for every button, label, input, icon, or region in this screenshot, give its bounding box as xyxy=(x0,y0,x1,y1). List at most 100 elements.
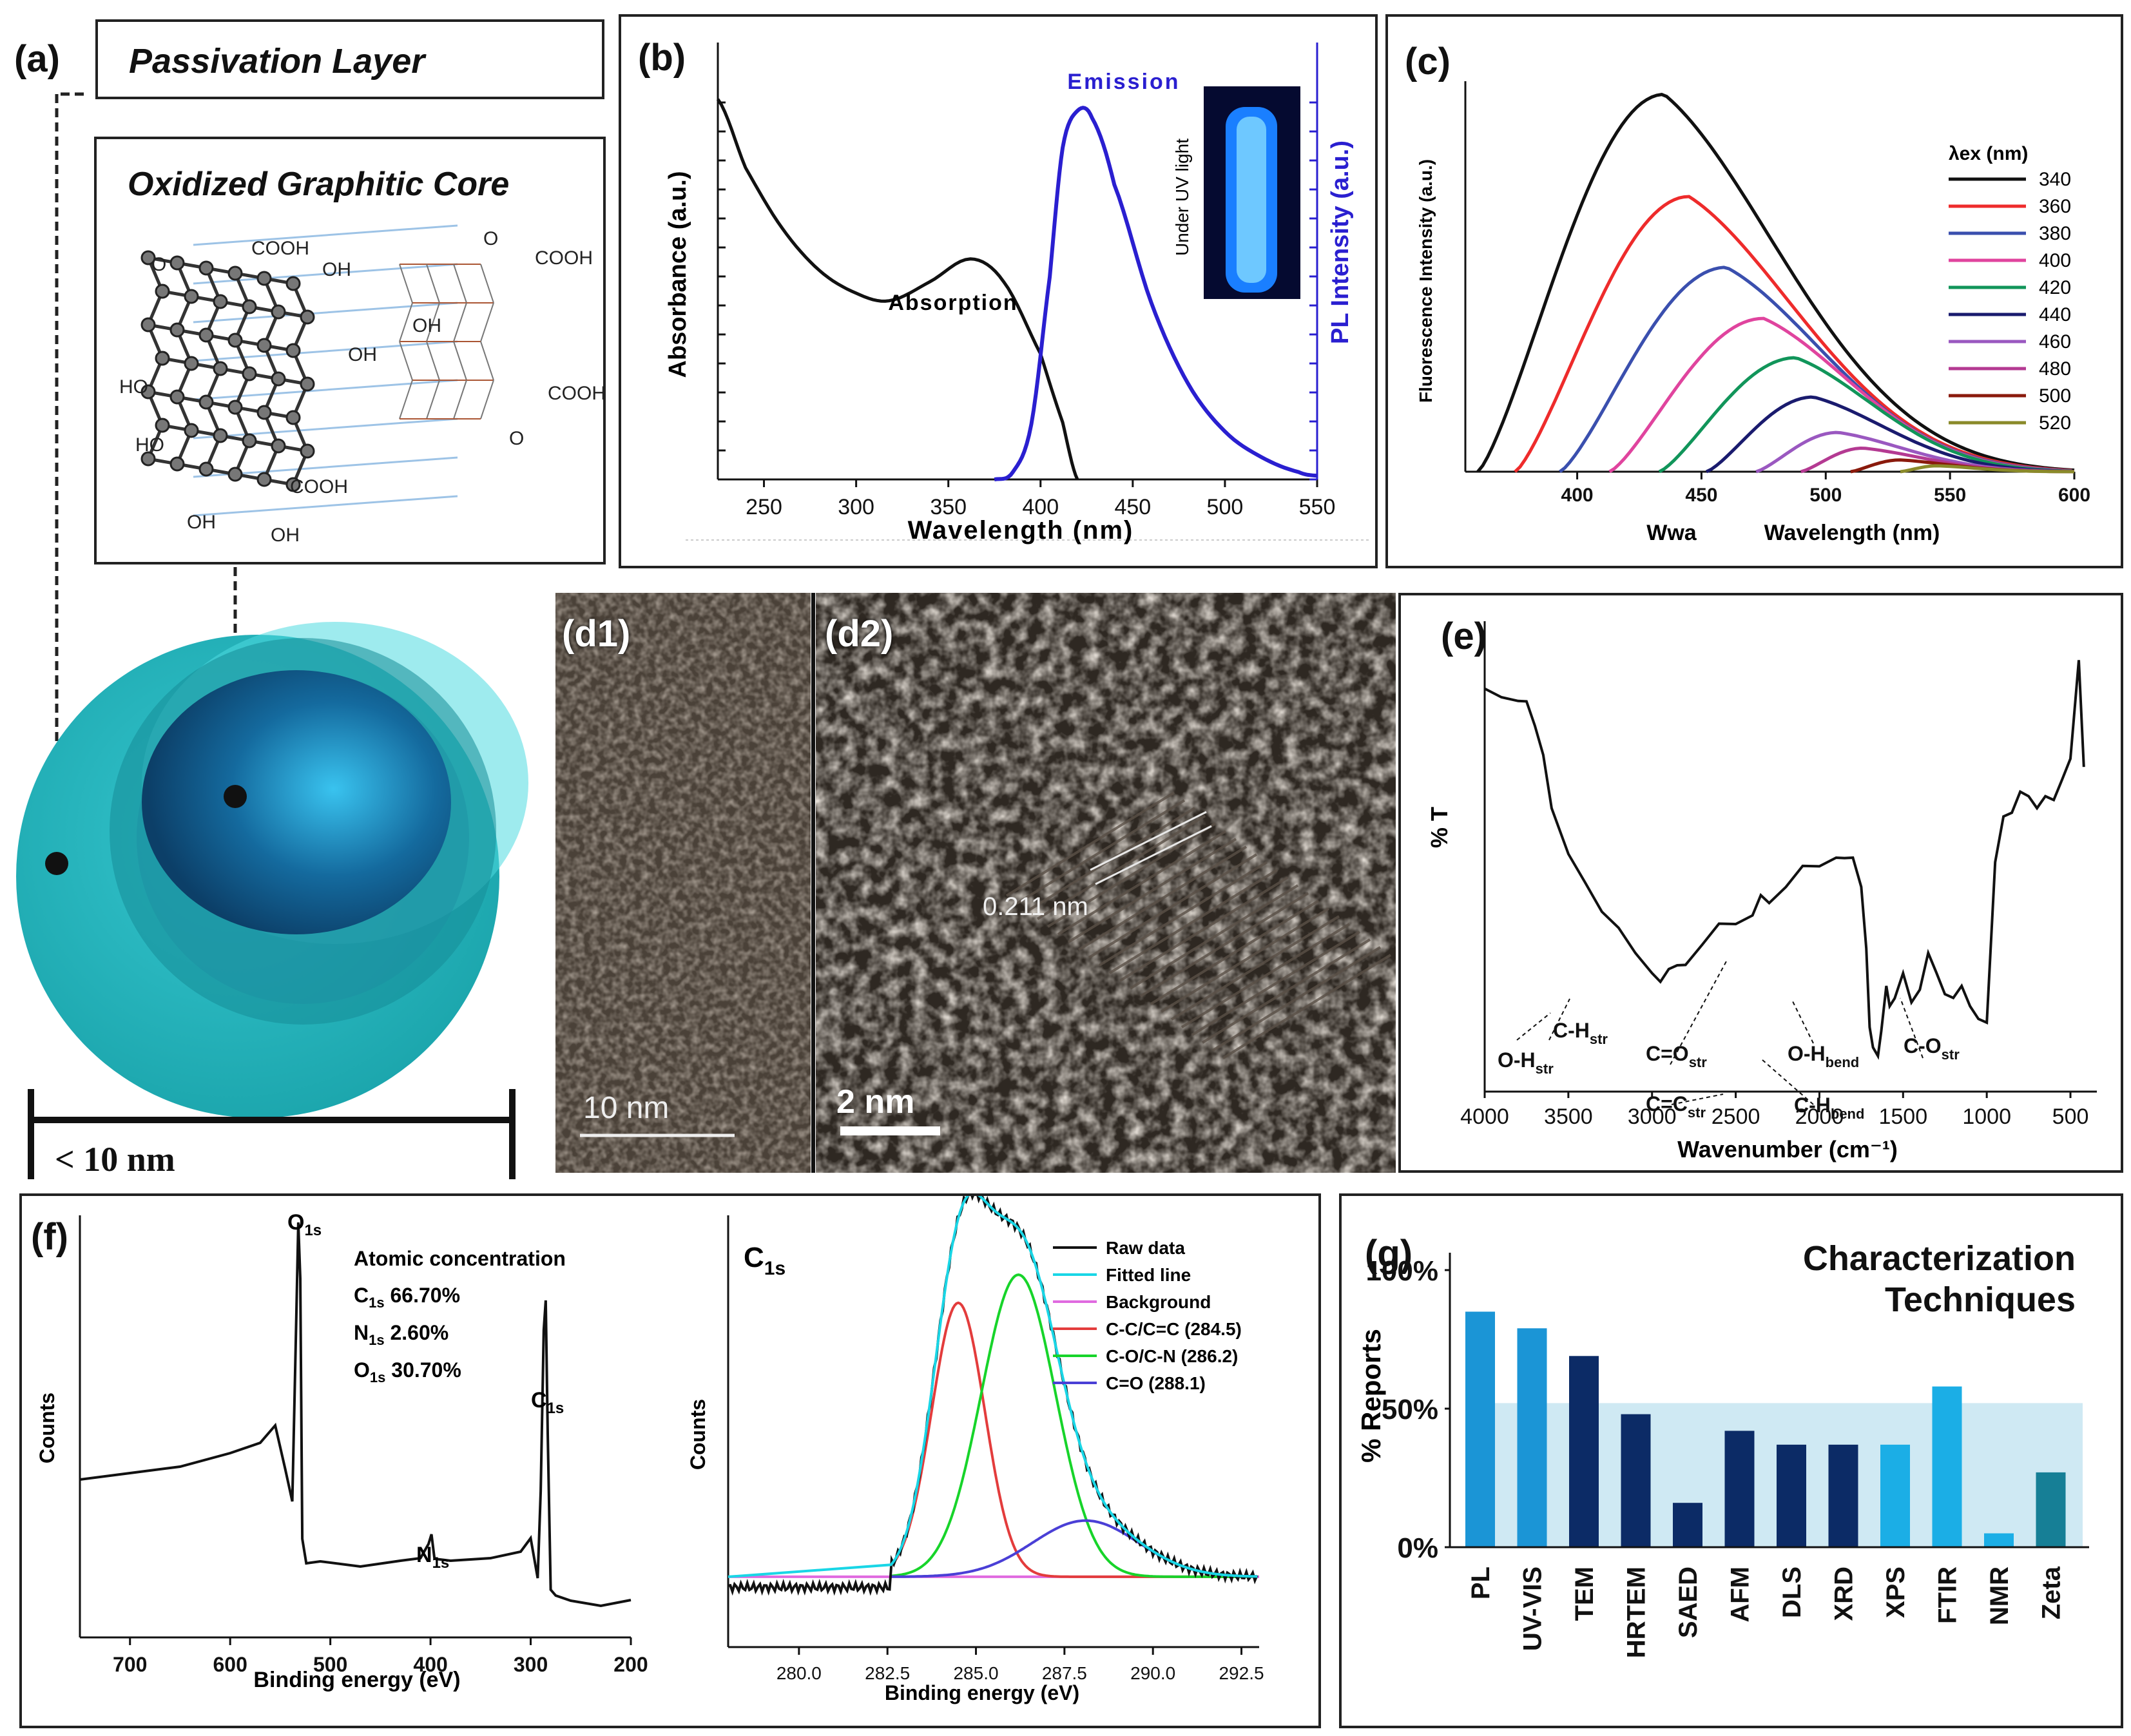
e-annotation: O-Hstr xyxy=(1498,1048,1554,1077)
mol-label: COOH xyxy=(535,247,593,269)
mol-bond xyxy=(480,341,494,381)
c-legend-title: λex (nm) xyxy=(1949,143,2028,164)
atomic-concentration-row: N1s 2.60% xyxy=(354,1321,448,1348)
mol-label: COOH xyxy=(290,476,348,497)
core-dot xyxy=(224,785,247,808)
emission-curve xyxy=(994,106,1318,481)
mol-atom xyxy=(155,351,170,366)
atomic-concentration-title: Atomic concentration xyxy=(354,1247,566,1270)
e-annotation: C-Hstr xyxy=(1553,1019,1608,1047)
absorption-label: Absorption xyxy=(888,291,1017,315)
e-annotation: O-Hbend xyxy=(1788,1042,1859,1070)
mol-guide-line xyxy=(193,418,458,439)
e-leader-line xyxy=(1900,998,1924,1059)
panel-d1-label: (d1) xyxy=(562,613,631,655)
mol-atom xyxy=(271,371,286,387)
f1-x-tick-label: 400 xyxy=(413,1653,447,1676)
mol-atom xyxy=(198,327,214,343)
lattice-fringe xyxy=(1088,853,1258,959)
c1s-title: C1s xyxy=(744,1242,786,1279)
mol-atom xyxy=(242,299,257,314)
mol-atom xyxy=(227,467,243,482)
g-x-tick-label: DLS xyxy=(1778,1567,1806,1618)
lattice-fringe xyxy=(1016,799,1186,905)
c1s-legend-label: C-O/C-N (286.2) xyxy=(1106,1346,1238,1366)
graphitic-core-label: Oxidized Graphitic Core xyxy=(128,166,510,203)
mol-atom xyxy=(213,361,228,376)
mol-bond xyxy=(480,302,494,342)
shell-dot xyxy=(45,852,68,875)
mol-label: OH xyxy=(348,344,377,365)
lattice-fringe xyxy=(1201,938,1371,1044)
e-leader-line xyxy=(1761,1059,1814,1105)
mol-atom xyxy=(227,333,243,348)
c-x-tick-label: 500 xyxy=(1809,485,1842,506)
panel-f: (f) 700 600 500 400 300 200 Binding energy (e… xyxy=(19,1193,1321,1728)
c-legend-label: 420 xyxy=(2039,277,2071,298)
e-x-tick-label: 1500 xyxy=(1878,1104,1927,1129)
mol-atom xyxy=(285,477,301,492)
c-legend-label: 440 xyxy=(2039,304,2071,325)
mol-bond xyxy=(399,264,413,304)
techniques-bar-chart: 0% 50% 100% PL UV-VIS TEM HRTEM SAED AFM DLS XRD X… xyxy=(1356,1253,2089,1658)
emission-label: Emission xyxy=(1067,70,1180,94)
e-x-tick-label: 3500 xyxy=(1544,1104,1593,1129)
mol-bond xyxy=(480,264,494,304)
g-bar-nmr xyxy=(1984,1533,2014,1547)
c-legend-label: 360 xyxy=(2039,196,2071,217)
b-x-tick-label: 300 xyxy=(838,495,874,519)
f1-x-tick-label: 600 xyxy=(213,1653,247,1676)
mol-atom xyxy=(285,343,301,358)
absorption-curve xyxy=(716,98,1079,480)
g-x-tick-label: PL xyxy=(1467,1567,1495,1599)
mol-label: O xyxy=(509,428,524,449)
g-bar-xps xyxy=(1880,1444,1910,1547)
c-x-tick-label: 450 xyxy=(1685,485,1717,506)
g-y-tick-label: 50% xyxy=(1382,1394,1438,1425)
d2-scale-label: 2 nm xyxy=(836,1083,915,1121)
e-x-tick-label: 2500 xyxy=(1712,1104,1760,1129)
mol-atom xyxy=(213,428,228,443)
panel-e-label: (e) xyxy=(1441,615,1487,657)
mol-bond xyxy=(426,380,440,420)
mol-atom xyxy=(198,260,214,276)
g-bar-saed xyxy=(1673,1503,1702,1547)
mol-atom xyxy=(198,394,214,410)
f2-x-tick-label: 287.5 xyxy=(1042,1663,1087,1683)
g-bar-zeta xyxy=(2036,1472,2066,1547)
ftir-chart: 4000 3500 3000 2500 2000 1500 1000 500 O-HstrC-… xyxy=(1426,621,2097,1162)
mol-bond xyxy=(426,341,440,381)
mol-guide-line xyxy=(193,495,458,517)
c-legend-label: 400 xyxy=(2039,250,2071,271)
g-x-tick-label: Zeta xyxy=(2038,1566,2066,1619)
passivation-layer-box: Passivation Layer xyxy=(95,19,604,99)
b-x-tick-label: 250 xyxy=(746,495,782,519)
mol-label: OH xyxy=(271,525,300,546)
b-y-axis-label: Absorbance (a.u.) xyxy=(664,171,691,378)
f1-x-axis-label: Binding energy (eV) xyxy=(253,1668,460,1692)
mol-bond xyxy=(399,302,413,342)
mol-label: HO xyxy=(135,434,164,456)
mol-atom xyxy=(140,451,156,467)
mol-label: COOH xyxy=(548,383,606,404)
c1s-legend-label: C=O (288.1) xyxy=(1106,1373,1206,1393)
c-legend-label: 460 xyxy=(2039,331,2071,352)
lattice-spacing-label: 0.211 nm xyxy=(983,892,1088,921)
lattice-fringe xyxy=(1098,861,1268,967)
c1s-legend-label: C-C/C=C (284.5) xyxy=(1106,1319,1242,1339)
lattice-fringe xyxy=(1108,869,1278,974)
mol-label: O xyxy=(151,254,166,275)
e-y-axis-label: % T xyxy=(1426,807,1452,848)
mol-atom xyxy=(242,433,257,448)
passivation-layer-label: Passivation Layer xyxy=(129,42,425,81)
mol-atom xyxy=(285,410,301,425)
mol-guide-line xyxy=(193,379,458,401)
lattice-fringe xyxy=(1139,892,1309,998)
g-x-tick-label: SAED xyxy=(1674,1567,1702,1638)
c-legend-label: 340 xyxy=(2039,169,2071,190)
mol-atom xyxy=(155,284,170,299)
c-curve-340 xyxy=(1476,93,2075,473)
mol-atom xyxy=(271,438,286,454)
mol-atom xyxy=(256,472,272,487)
uv-light-label: Under UV light xyxy=(1172,139,1192,256)
